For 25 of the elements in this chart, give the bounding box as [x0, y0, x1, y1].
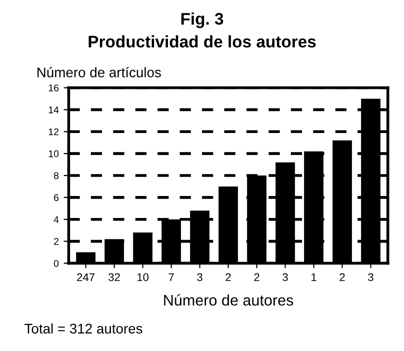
x-tick-label: 2 — [340, 273, 345, 282]
text: Total = 312 autores — [24, 323, 142, 334]
y-tick-label: 8 — [54, 172, 59, 180]
x-tick-label: 3 — [282, 273, 288, 282]
x-axis-title: Número de autores — [164, 294, 294, 306]
x-tick-label: 2 — [254, 273, 260, 282]
y-tick-label: 6 — [54, 194, 59, 202]
x-tick-label: 3 — [368, 273, 374, 282]
x-tick-label: 2 — [226, 273, 231, 282]
y-tick-label: 2 — [54, 238, 58, 245]
y-tick-label: 4 — [54, 216, 59, 223]
y-axis-title: Número de artículos — [38, 66, 161, 78]
chart-subtitle: Productividad de los autores — [88, 35, 316, 48]
y-tick-label: 10 — [48, 150, 59, 158]
y-tick-label: 12 — [48, 128, 58, 136]
x-tick-label: 247 — [77, 273, 94, 282]
x-tick-label: 3 — [197, 273, 202, 282]
x-tick-label: 32 — [108, 273, 120, 282]
y-tick-label: 16 — [48, 84, 59, 92]
x-tick-label: 10 — [137, 273, 149, 282]
x-tick-label: 1 — [312, 273, 316, 282]
chart-title: Fig. 3 — [181, 12, 224, 28]
y-tick-label: 0 — [54, 260, 59, 267]
x-tick-label: 7 — [168, 273, 174, 282]
y-tick-label: 14 — [48, 106, 59, 114]
